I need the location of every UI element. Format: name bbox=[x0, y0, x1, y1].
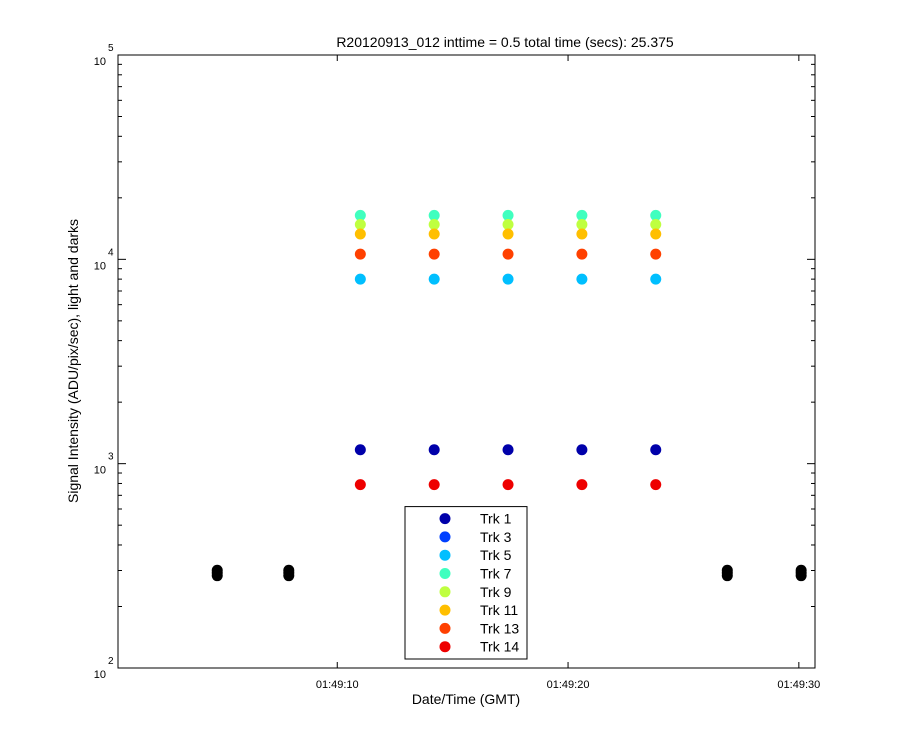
y-tick-label: 10 bbox=[94, 465, 106, 477]
data-point bbox=[650, 248, 662, 260]
x-tick-label: 01:49:20 bbox=[547, 679, 590, 691]
data-point bbox=[354, 219, 366, 231]
data-point bbox=[428, 228, 440, 240]
legend-label: Trk 1 bbox=[480, 511, 512, 527]
legend-marker bbox=[439, 604, 451, 616]
data-point bbox=[576, 273, 588, 285]
data-point bbox=[428, 219, 440, 231]
data-point bbox=[650, 219, 662, 231]
data-point bbox=[576, 479, 588, 491]
y-tick-exponent: 5 bbox=[108, 43, 114, 54]
data-point bbox=[576, 228, 588, 240]
legend-label: Trk 9 bbox=[480, 584, 512, 600]
data-point bbox=[502, 273, 514, 285]
legend-label: Trk 5 bbox=[480, 547, 512, 563]
legend: Trk 1 Trk 3 Trk 5 Trk 7 Trk 9 Trk 11 Trk 13 Trk… bbox=[404, 506, 528, 660]
data-point bbox=[795, 564, 807, 576]
legend-marker bbox=[439, 641, 451, 653]
data-point bbox=[650, 479, 662, 491]
data-point bbox=[502, 219, 514, 231]
data-point bbox=[576, 219, 588, 231]
y-tick-label: 10 bbox=[94, 260, 106, 272]
legend-box bbox=[404, 506, 528, 660]
x-axis-label: Date/Time (GMT) bbox=[412, 691, 520, 707]
data-point bbox=[650, 273, 662, 285]
data-point bbox=[502, 228, 514, 240]
data-point bbox=[502, 444, 514, 456]
data-point bbox=[502, 209, 514, 221]
y-tick-exponent: 4 bbox=[108, 247, 114, 258]
data-point bbox=[354, 209, 366, 221]
data-point bbox=[576, 209, 588, 221]
x-tick-label: 01:49:30 bbox=[777, 679, 820, 691]
data-point bbox=[354, 479, 366, 491]
legend-label: Trk 3 bbox=[480, 529, 512, 545]
data-point bbox=[650, 209, 662, 221]
data-point bbox=[502, 248, 514, 260]
data-point bbox=[502, 479, 514, 491]
data-point bbox=[650, 228, 662, 240]
chart-title: R20120913_012 inttime = 0.5 total time (… bbox=[336, 34, 674, 50]
data-point bbox=[354, 273, 366, 285]
legend-marker bbox=[439, 531, 451, 543]
data-point bbox=[428, 248, 440, 260]
data-point bbox=[428, 209, 440, 221]
legend-label: Trk 13 bbox=[480, 620, 519, 636]
data-point bbox=[428, 273, 440, 285]
legend-marker bbox=[439, 568, 451, 579]
data-point bbox=[354, 444, 366, 456]
data-point bbox=[354, 248, 366, 260]
legend-marker bbox=[439, 513, 451, 525]
legend-marker bbox=[439, 549, 451, 561]
legend-marker bbox=[439, 622, 451, 634]
data-point bbox=[428, 444, 440, 456]
data-point bbox=[721, 564, 733, 576]
data-point bbox=[650, 444, 662, 456]
y-tick-exponent: 2 bbox=[108, 656, 114, 667]
x-tick-label: 01:49:10 bbox=[316, 679, 359, 691]
y-tick-exponent: 3 bbox=[108, 452, 114, 463]
data-point bbox=[428, 479, 440, 491]
data-point bbox=[576, 248, 588, 260]
legend-label: Trk 7 bbox=[480, 566, 512, 582]
legend-label: Trk 14 bbox=[480, 639, 519, 655]
data-point bbox=[354, 228, 366, 240]
y-tick-label: 10 bbox=[94, 669, 106, 681]
data-point bbox=[283, 564, 295, 576]
data-point bbox=[211, 564, 223, 576]
y-tick-label: 10 bbox=[94, 56, 106, 68]
y-axis-label: Signal Intensity (ADU/pix/sec), light an… bbox=[65, 219, 81, 503]
legend-label: Trk 11 bbox=[480, 602, 518, 618]
legend-marker bbox=[439, 586, 451, 598]
data-point bbox=[576, 444, 588, 456]
